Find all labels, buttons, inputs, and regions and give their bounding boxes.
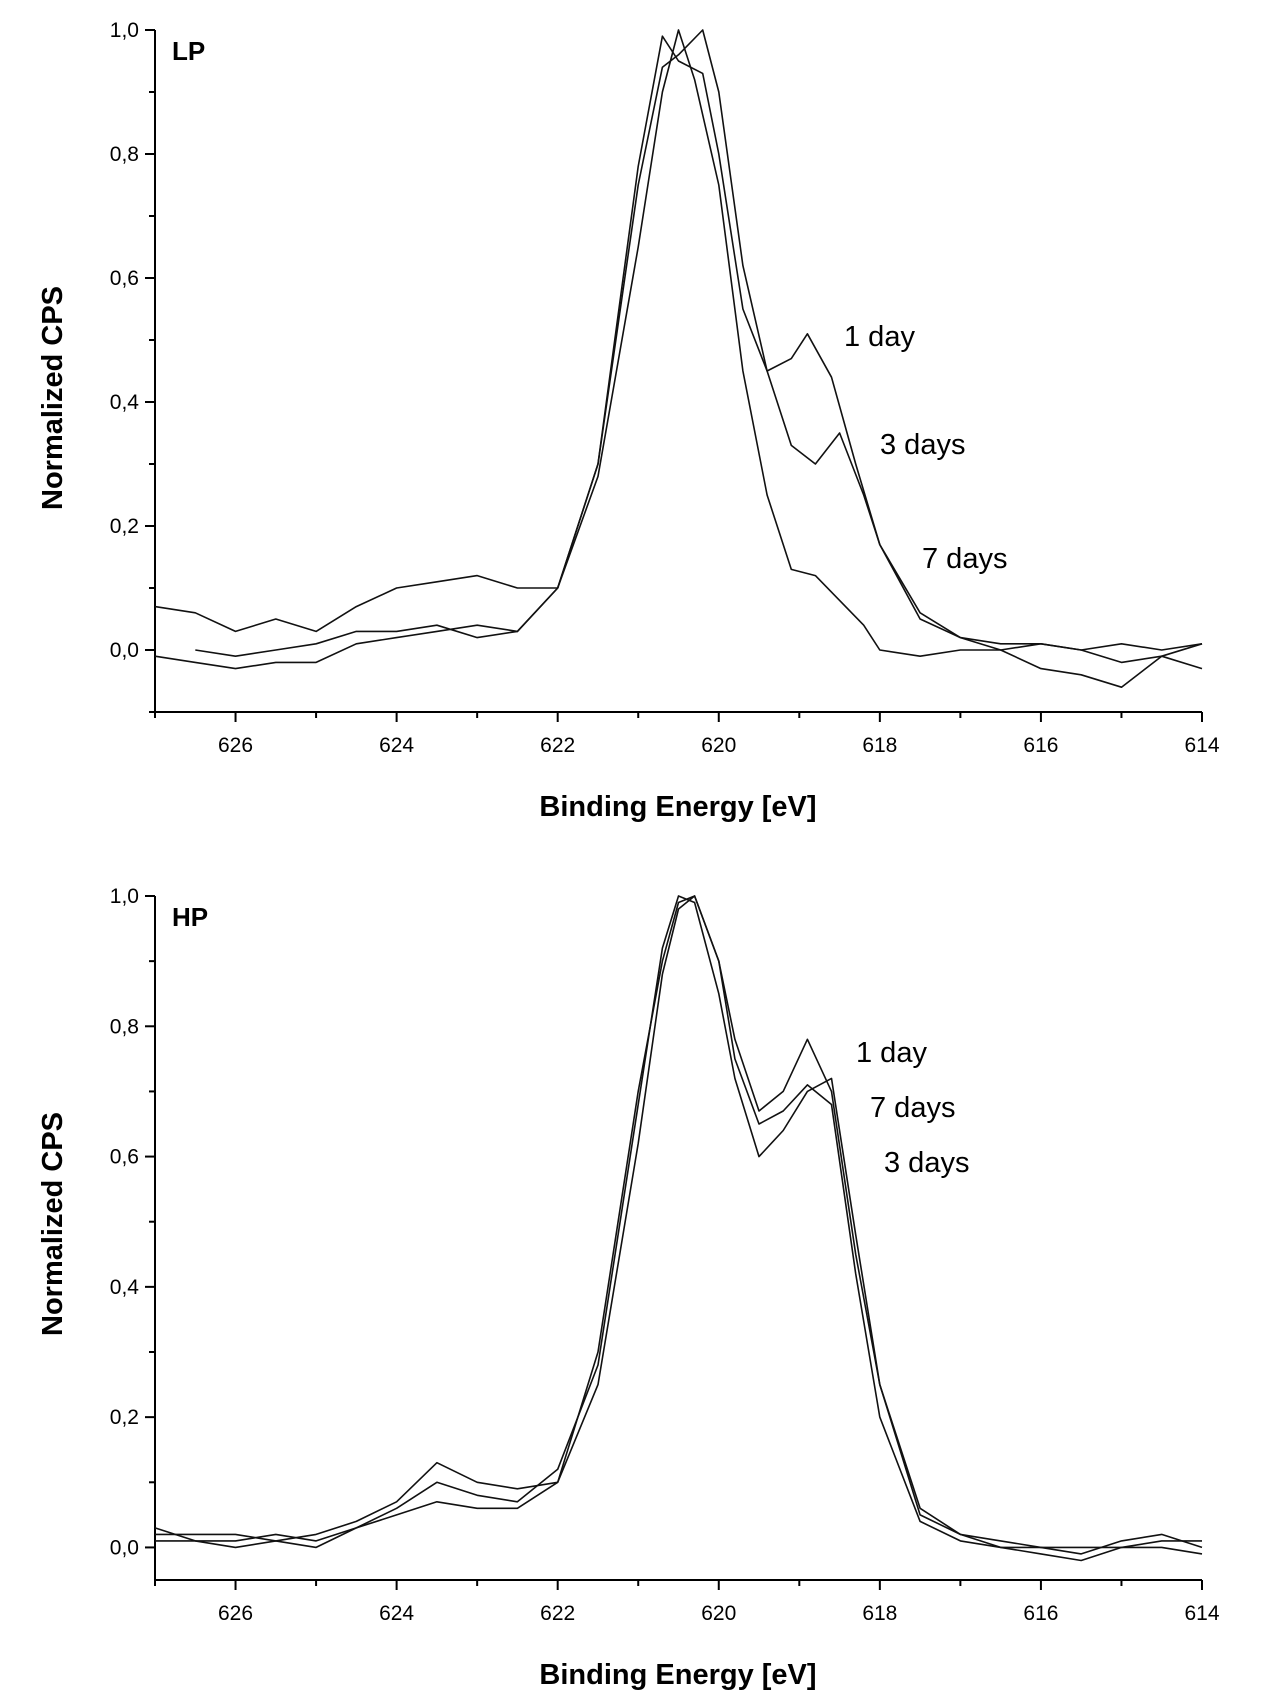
y-axis-title: Normalized CPS xyxy=(37,286,69,510)
y-tick-label: 1,0 xyxy=(110,19,139,42)
tick-group: 626 624 622 620 618 616 614 0,0 0,2 0,4 0,6 0,8 1,0 xyxy=(110,885,1220,1625)
series-line-7-days xyxy=(154,895,1202,1549)
x-tick-label: 618 xyxy=(862,734,897,757)
series-line-7-days xyxy=(195,29,1203,689)
annotation-3-days: 3 days xyxy=(884,1147,969,1179)
x-tick-label: 614 xyxy=(1184,1602,1219,1625)
panel-label: LP xyxy=(172,36,205,66)
x-tick-label: 618 xyxy=(862,1602,897,1625)
tick-group: 626 624 622 620 618 616 614 0,0 0,2 0,4 0,6 0,8 1,0 xyxy=(110,19,1220,757)
panel-label: HP xyxy=(172,902,208,932)
y-tick-label: 0,6 xyxy=(110,267,139,290)
y-tick-label: 0,4 xyxy=(110,1276,140,1299)
x-tick-label: 620 xyxy=(701,1602,736,1625)
y-tick-label: 0,2 xyxy=(110,1406,139,1429)
x-axis-title: Binding Energy [eV] xyxy=(539,791,816,823)
y-tick-label: 0,2 xyxy=(110,515,139,538)
chart-panel-hp: 626 624 622 620 618 616 6140,00,20,40,60,81,0 … xyxy=(37,885,1220,1691)
series-line-3-days xyxy=(155,895,1203,1562)
y-tick-label: 0,4 xyxy=(110,391,140,414)
annotation-7-days: 7 days xyxy=(922,543,1007,575)
x-tick-label: 622 xyxy=(540,1602,575,1625)
x-tick-label: 616 xyxy=(1023,1602,1058,1625)
series-line-1-day xyxy=(154,29,1203,651)
annotation-7-days: 7 days xyxy=(870,1092,955,1124)
series-group xyxy=(154,895,1203,1562)
y-tick-label: 0,8 xyxy=(110,1015,139,1038)
x-tick-label: 626 xyxy=(218,1602,253,1625)
series-line-1-day xyxy=(155,895,1203,1555)
y-tick-label: 1,0 xyxy=(110,885,139,908)
x-tick-label: 616 xyxy=(1023,734,1058,757)
x-tick-label: 624 xyxy=(379,734,414,757)
series-line-3-days xyxy=(154,35,1203,670)
x-tick-label: 624 xyxy=(379,1602,414,1625)
x-tick-label: 622 xyxy=(540,734,575,757)
y-tick-label: 0,0 xyxy=(110,1536,139,1559)
x-tick-label: 614 xyxy=(1184,734,1219,757)
annotation-1-day: 1 day xyxy=(844,321,915,353)
annotation-3-days: 3 days xyxy=(880,429,965,461)
series-group xyxy=(154,29,1203,689)
x-axis-title: Binding Energy [eV] xyxy=(539,1659,816,1691)
y-axis-title: Normalized CPS xyxy=(37,1112,69,1336)
x-tick-label: 626 xyxy=(218,734,253,757)
annotation-1-day: 1 day xyxy=(856,1037,927,1069)
chart-panel-lp: 626 624 622 620 618 616 6140,00,20,40,60,81,0 … xyxy=(37,19,1220,823)
y-tick-label: 0,6 xyxy=(110,1146,139,1169)
y-tick-label: 0,8 xyxy=(110,143,139,166)
y-tick-label: 0,0 xyxy=(110,639,139,662)
x-tick-label: 620 xyxy=(701,734,736,757)
